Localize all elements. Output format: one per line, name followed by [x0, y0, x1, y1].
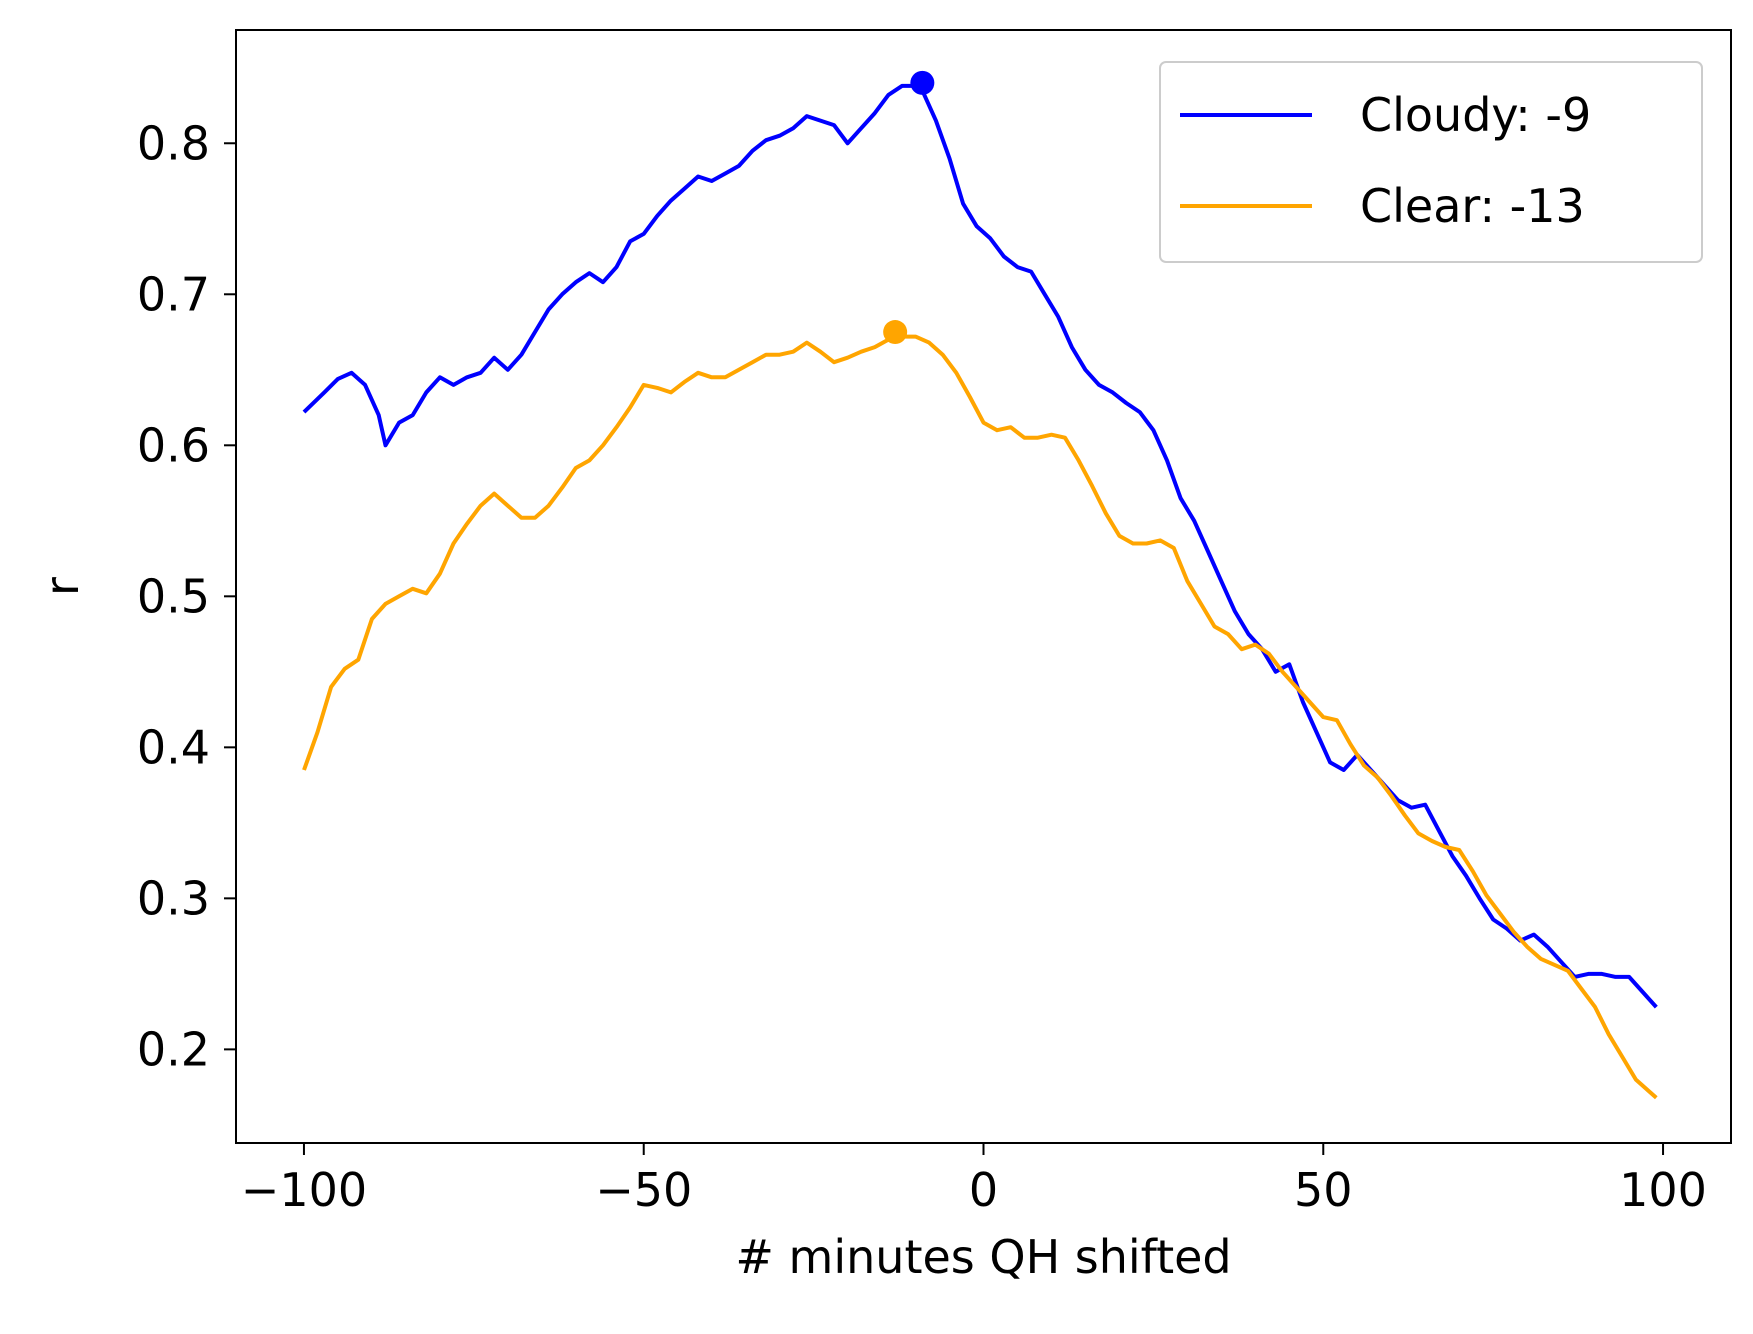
- cloudy-peak-marker: [910, 70, 935, 95]
- x-tick-label: 50: [1294, 1163, 1353, 1217]
- y-tick-label: 0.5: [137, 569, 210, 623]
- series-line-1: [302, 330, 1658, 1100]
- legend-label-1: Clear: -13: [1360, 179, 1585, 233]
- y-tick-label: 0.8: [137, 116, 210, 170]
- legend-box: [1159, 61, 1703, 263]
- series-line-0: [302, 83, 1658, 1009]
- y-tick-label: 0.2: [137, 1022, 210, 1076]
- legend-label-0: Cloudy: -9: [1360, 88, 1591, 142]
- y-tick-label: 0.6: [137, 418, 210, 472]
- x-tick-label: −50: [595, 1163, 692, 1217]
- y-axis-label: r: [35, 577, 89, 596]
- y-tick-label: 0.3: [137, 871, 210, 925]
- x-axis-ticks: −100 −50 0 50 100: [241, 1143, 1707, 1217]
- clear-peak-marker: [883, 320, 908, 345]
- plot-markers: [883, 70, 935, 345]
- y-axis-ticks: 0.2 0.3 0.4 0.5 0.6 0.7 0.8: [137, 116, 236, 1076]
- legend-entries: Cloudy: -9 Clear: -13: [1180, 88, 1591, 233]
- y-tick-label: 0.7: [137, 267, 210, 321]
- x-axis-label: # minutes QH shifted: [735, 1230, 1231, 1284]
- x-tick-label: 100: [1619, 1163, 1707, 1217]
- plot-lines: [302, 83, 1658, 1100]
- legend: Cloudy: -9 Clear: -13: [1159, 61, 1703, 263]
- x-tick-label: 0: [969, 1163, 998, 1217]
- y-tick-label: 0.4: [137, 720, 210, 774]
- x-tick-label: −100: [241, 1163, 367, 1217]
